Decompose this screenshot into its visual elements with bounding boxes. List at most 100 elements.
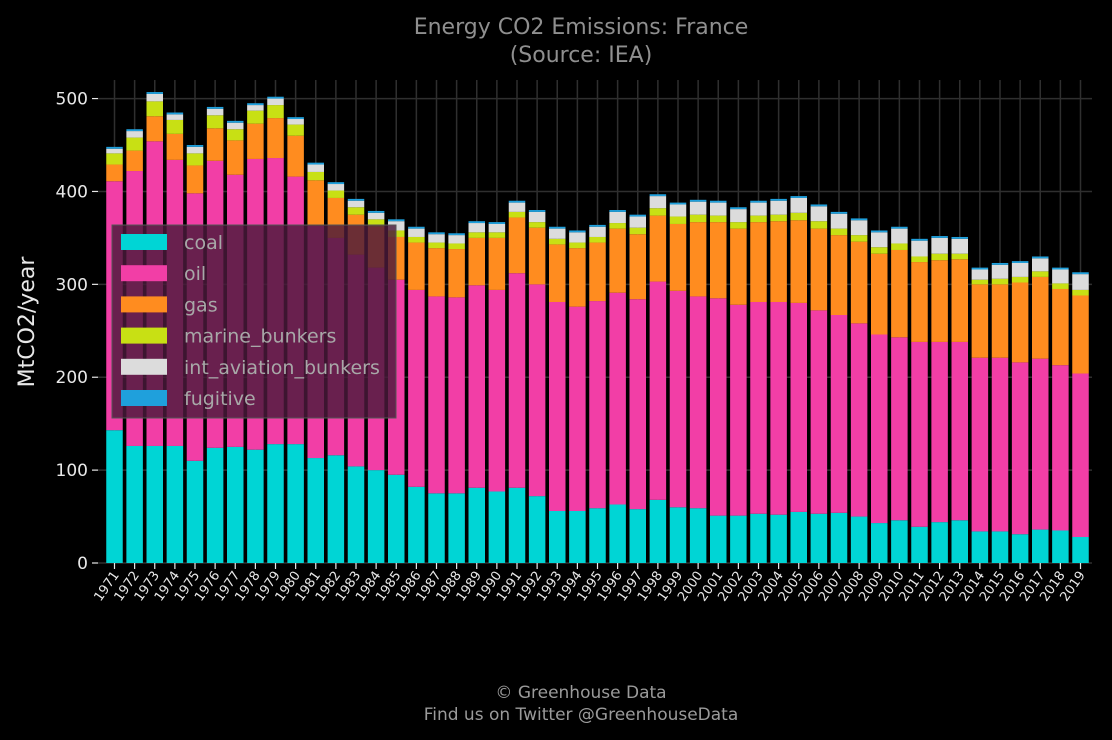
- bar-oil-1988: [448, 297, 465, 494]
- bar-coal-1979: [267, 444, 284, 563]
- bar-marine_bunkers-2018: [1052, 283, 1069, 289]
- bar-oil-1993: [548, 301, 566, 511]
- bar-oil-2002: [730, 304, 747, 516]
- bar-int_aviation_bunkers-1990: [488, 223, 506, 233]
- bar-fugitive-1977: [226, 120, 244, 123]
- bar-oil-2012: [931, 341, 948, 523]
- bar-gas-1978: [247, 123, 264, 159]
- bar-fugitive-2010: [891, 226, 908, 229]
- bar-fugitive-1987: [428, 232, 445, 235]
- bar-oil-1995: [589, 301, 606, 509]
- bar-marine_bunkers-2009: [870, 247, 888, 254]
- bar-marine_bunkers-1993: [548, 238, 566, 245]
- legend-swatch-marine_bunkers: [121, 327, 167, 344]
- bar-int_aviation_bunkers-1971: [106, 148, 123, 154]
- bar-int_aviation_bunkers-1973: [146, 93, 164, 102]
- bar-int_aviation_bunkers-2000: [689, 201, 707, 215]
- bar-int_aviation_bunkers-1977: [226, 122, 244, 130]
- bar-marine_bunkers-1981: [307, 171, 325, 181]
- legend-box: [111, 224, 397, 419]
- bar-int_aviation_bunkers-1997: [629, 216, 647, 228]
- bar-coal-2002: [730, 515, 747, 563]
- bar-marine_bunkers-1999: [669, 216, 687, 224]
- bar-int_aviation_bunkers-2004: [770, 200, 787, 215]
- bar-int_aviation_bunkers-1986: [408, 228, 425, 237]
- bar-gas-1991: [508, 217, 526, 274]
- bar-int_aviation_bunkers-2011: [911, 240, 928, 257]
- bar-fugitive-2002: [730, 207, 747, 210]
- bar-coal-2000: [689, 508, 707, 563]
- bar-marine_bunkers-2001: [709, 215, 727, 223]
- bar-gas-2016: [1011, 282, 1029, 363]
- legend-label-gas: gas: [184, 294, 218, 316]
- bar-gas-1994: [569, 248, 586, 307]
- bar-coal-1985: [387, 474, 405, 563]
- bar-fugitive-2007: [830, 211, 848, 214]
- bar-fugitive-2014: [971, 267, 989, 270]
- bar-fugitive-1986: [408, 226, 425, 229]
- y-tick-label-500: 500: [56, 90, 88, 110]
- y-tick-label-100: 100: [56, 461, 88, 481]
- bar-coal-1987: [428, 493, 445, 563]
- legend-swatch-coal: [121, 234, 167, 250]
- y-axis-label: MtCO2/year: [15, 256, 40, 388]
- bar-int_aviation_bunkers-1993: [548, 228, 566, 239]
- bar-int_aviation_bunkers-2009: [870, 232, 888, 248]
- bar-marine_bunkers-1971: [106, 153, 123, 165]
- bar-int_aviation_bunkers-1988: [448, 235, 465, 244]
- bar-gas-2011: [911, 262, 928, 342]
- bar-oil-1994: [569, 306, 586, 511]
- bar-fugitive-1996: [609, 210, 626, 212]
- bar-fugitive-2008: [850, 218, 868, 221]
- bar-gas-2019: [1072, 295, 1089, 374]
- bar-fugitive-2019: [1072, 272, 1089, 275]
- bar-coal-1991: [508, 487, 526, 563]
- bar-oil-2001: [709, 298, 727, 516]
- bar-int_aviation_bunkers-2017: [1031, 258, 1049, 272]
- bar-coal-1975: [186, 460, 204, 563]
- bar-fugitive-1979: [267, 96, 284, 99]
- bar-gas-2015: [991, 284, 1009, 358]
- bar-gas-1980: [287, 135, 304, 177]
- bar-int_aviation_bunkers-2008: [850, 220, 868, 236]
- chart-title: Energy CO2 Emissions: France: [414, 15, 749, 40]
- bar-marine_bunkers-1986: [408, 236, 425, 243]
- bar-int_aviation_bunkers-1974: [166, 114, 184, 120]
- bar-oil-1990: [488, 289, 506, 492]
- bar-marine_bunkers-2014: [971, 279, 989, 285]
- bar-fugitive-2015: [991, 262, 1009, 265]
- bar-marine_bunkers-2004: [770, 214, 787, 222]
- bar-marine_bunkers-1991: [508, 211, 526, 218]
- bar-int_aviation_bunkers-1979: [267, 98, 284, 106]
- bar-marine_bunkers-1990: [488, 232, 506, 238]
- bar-gas-1979: [267, 118, 284, 159]
- bar-oil-2009: [870, 334, 888, 524]
- bar-marine_bunkers-1974: [166, 119, 184, 134]
- bar-oil-1998: [649, 281, 667, 500]
- bar-gas-1971: [106, 164, 123, 182]
- bar-gas-2003: [750, 222, 767, 302]
- bar-gas-2008: [850, 241, 868, 324]
- bar-oil-1987: [428, 296, 445, 494]
- bar-oil-1992: [528, 284, 546, 497]
- bar-gas-1987: [428, 248, 445, 297]
- y-tick-label-400: 400: [56, 182, 88, 202]
- bar-fugitive-1991: [508, 200, 526, 203]
- bar-gas-2013: [951, 259, 969, 342]
- bar-fugitive-1973: [146, 92, 164, 94]
- bar-coal-2006: [810, 513, 828, 563]
- bar-gas-2014: [971, 284, 989, 358]
- bar-marine_bunkers-2013: [951, 253, 969, 260]
- bar-oil-1999: [669, 290, 687, 508]
- bar-oil-2000: [689, 296, 707, 509]
- bar-gas-1997: [629, 234, 647, 300]
- bar-coal-1986: [408, 486, 425, 563]
- bar-coal-2016: [1011, 534, 1029, 563]
- bar-fugitive-2004: [770, 198, 787, 201]
- bar-fugitive-2016: [1011, 261, 1029, 263]
- bar-marine_bunkers-1977: [226, 129, 244, 141]
- bar-coal-2015: [991, 531, 1009, 563]
- bar-int_aviation_bunkers-1992: [528, 211, 546, 223]
- bar-gas-2010: [891, 249, 908, 338]
